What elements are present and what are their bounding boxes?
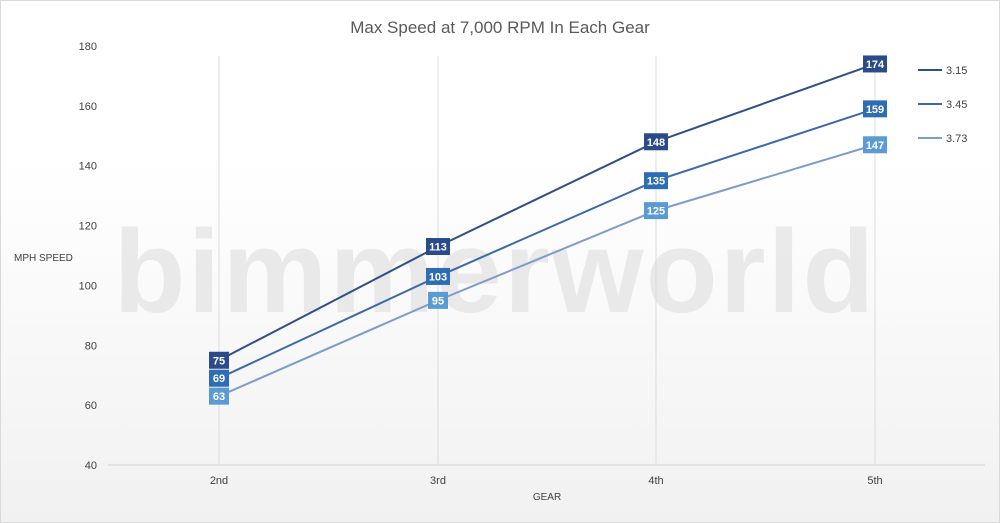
data-label-box [209,369,229,387]
legend-label: 3.73 [946,133,967,145]
data-label: 103 [429,271,447,283]
data-label: 159 [866,104,884,116]
data-label-box [428,291,448,309]
data-label: 113 [429,242,447,254]
data-label: 174 [866,59,885,71]
x-tick-label: 4th [648,475,663,487]
series-line-3.45 [218,107,876,380]
x-axis-title: GEAR [533,492,561,503]
y-tick-label: 60 [85,400,97,412]
legend: 3.15 3.45 3.73 [918,65,967,145]
watermark: bimmerworld [114,206,877,338]
y-tick-labels: 40 60 80 100 120 140 160 180 [79,41,97,472]
chart-title: Max Speed at 7,000 RPM In Each Gear [350,18,650,37]
data-label: 148 [647,137,665,149]
x-tick-label: 2nd [210,475,228,487]
data-label-box [863,55,887,73]
y-axis-title: MPH SPEED [14,253,73,264]
data-label: 125 [647,206,665,218]
y-tick-label: 120 [79,221,97,233]
data-label: 75 [213,355,225,367]
data-label: 135 [647,176,665,188]
data-label-box [426,238,450,256]
series-line-3.73 [218,143,876,398]
data-label: 147 [866,140,884,152]
x-tick-labels: 2nd 3rd 4th 5th [210,475,883,487]
data-label-box [644,172,668,190]
y-tick-label: 40 [85,460,97,472]
data-labels: 75 113 148 174 69 103 135 159 63 95 125 147 [209,55,887,405]
series-line-3.15 [218,63,876,362]
data-label-box [209,387,229,405]
data-label-box [863,100,887,118]
legend-label: 3.45 [946,99,967,111]
y-tick-label: 180 [79,41,97,53]
data-label: 63 [213,391,225,403]
data-label-box [644,133,668,151]
y-tick-label: 100 [79,280,97,292]
y-tick-label: 80 [85,340,97,352]
data-label-box [426,267,450,285]
y-tick-label: 160 [79,101,97,113]
data-label: 69 [213,373,225,385]
legend-label: 3.15 [946,65,967,77]
data-label-box [209,351,229,369]
y-tick-label: 140 [79,161,97,173]
data-label-box [863,136,887,154]
series-lines [218,63,876,398]
data-label: 95 [432,295,444,307]
data-label-box [644,202,668,220]
x-tick-label: 3rd [430,475,446,487]
x-tick-label: 5th [867,475,882,487]
